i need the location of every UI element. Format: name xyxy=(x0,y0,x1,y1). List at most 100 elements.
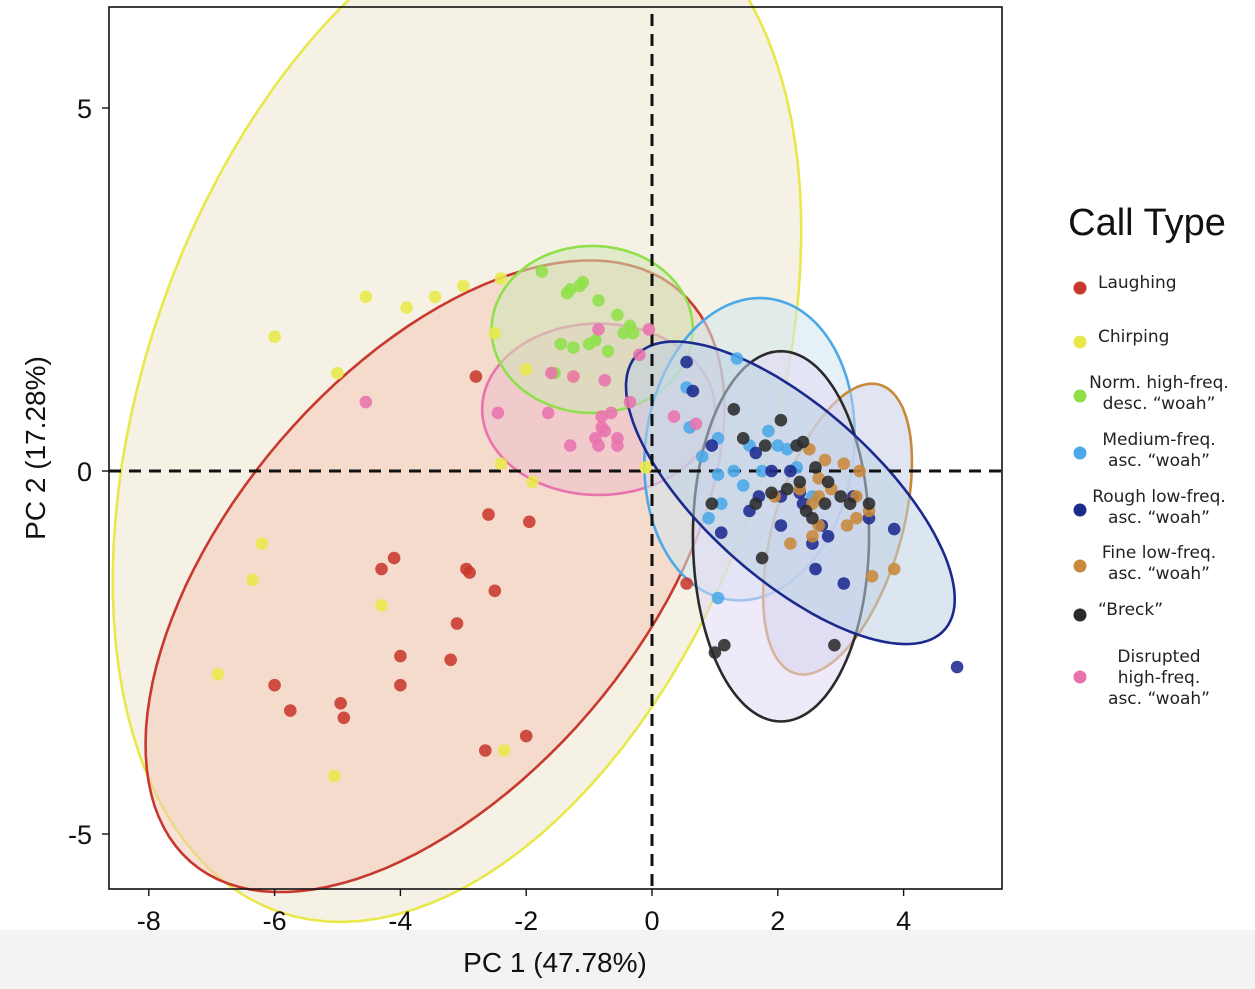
legend-label-breck: “Breck” xyxy=(1098,600,1163,620)
legend-label-disrupted-high-freq-asc-woah: Disrupted high-freq. asc. “woah” xyxy=(1108,647,1210,709)
point-disrupted-high-freq-asc-woah xyxy=(642,323,656,336)
point-disrupted-high-freq-asc-woah xyxy=(667,410,681,423)
point-disrupted-high-freq-asc-woah xyxy=(611,439,624,452)
point-laughing xyxy=(482,508,495,521)
point-disrupted-high-freq-asc-woah xyxy=(595,421,608,434)
point-chirping xyxy=(328,769,341,783)
point-breck xyxy=(755,551,769,565)
point-chirping xyxy=(375,599,388,612)
point-fine-low-freq-asc-woah xyxy=(853,464,866,478)
point-disrupted-high-freq-asc-woah xyxy=(359,395,373,409)
point-laughing xyxy=(394,649,407,663)
legend-label-rough-low-freq-asc-woah: Rough low-freq. asc. “woah” xyxy=(1092,487,1226,528)
point-laughing xyxy=(463,566,476,579)
point-breck xyxy=(818,497,832,511)
point-disrupted-high-freq-asc-woah xyxy=(592,323,605,336)
point-fine-low-freq-asc-woah xyxy=(784,537,797,550)
point-breck xyxy=(828,638,841,652)
point-rough-low-freq-asc-woah xyxy=(774,519,788,532)
plot-frame xyxy=(108,6,1003,890)
point-rough-low-freq-asc-woah xyxy=(680,355,693,369)
point-breck xyxy=(780,482,794,496)
point-breck xyxy=(862,497,876,511)
point-breck xyxy=(809,461,822,474)
point-medium-freq-asc-woah xyxy=(755,464,769,478)
point-disrupted-high-freq-asc-woah xyxy=(563,439,577,452)
point-medium-freq-asc-woah xyxy=(711,591,725,605)
point-disrupted-high-freq-asc-woah xyxy=(491,406,505,420)
point-breck xyxy=(796,435,810,449)
point-breck xyxy=(736,432,750,445)
point-laughing xyxy=(519,729,533,743)
legend: Call Type Laughing Chirping Norm. high-fre… xyxy=(1068,202,1229,709)
point-medium-freq-asc-woah xyxy=(762,424,775,438)
point-chirping xyxy=(488,326,502,340)
point-chirping xyxy=(494,272,508,285)
point-norm-high-freq-desc-woah xyxy=(592,294,605,307)
point-laughing xyxy=(284,704,297,717)
y-axis-ticks: 5 0 -5 xyxy=(68,94,109,850)
point-chirping xyxy=(497,744,511,757)
point-chirping xyxy=(457,279,470,293)
point-breck xyxy=(806,511,819,525)
point-laughing xyxy=(387,551,401,565)
point-chirping xyxy=(211,668,225,681)
data-points xyxy=(211,265,964,783)
point-laughing xyxy=(268,678,281,692)
point-medium-freq-asc-woah xyxy=(711,468,725,481)
legend-swatch-breck xyxy=(1073,608,1087,622)
legend-swatch-medium-freq-asc-woah xyxy=(1073,446,1087,460)
point-breck xyxy=(793,475,807,489)
point-laughing xyxy=(450,617,464,630)
point-disrupted-high-freq-asc-woah xyxy=(541,406,555,420)
y-tick-label: -5 xyxy=(68,820,92,850)
point-chirping xyxy=(359,290,373,304)
point-disrupted-high-freq-asc-woah xyxy=(545,366,558,380)
point-chirping xyxy=(255,537,269,550)
point-breck xyxy=(727,403,741,416)
point-norm-high-freq-desc-woah xyxy=(560,286,574,300)
legend-label-chirping: Chirping xyxy=(1098,327,1169,347)
point-medium-freq-asc-woah xyxy=(736,479,750,492)
point-laughing xyxy=(394,678,407,692)
legend-label-laughing: Laughing xyxy=(1098,273,1177,293)
point-breck xyxy=(708,646,722,659)
point-rough-low-freq-asc-woah xyxy=(749,446,763,460)
point-chirping xyxy=(246,573,259,587)
point-medium-freq-asc-woah xyxy=(714,497,728,511)
point-chirping xyxy=(494,457,508,471)
point-rough-low-freq-asc-woah xyxy=(705,439,719,452)
x-axis-band xyxy=(0,930,1255,989)
point-laughing xyxy=(444,653,458,667)
point-rough-low-freq-asc-woah xyxy=(950,660,964,674)
point-breck xyxy=(718,638,731,652)
point-chirping xyxy=(268,330,281,344)
point-laughing xyxy=(523,515,536,529)
point-breck xyxy=(774,413,788,427)
point-medium-freq-asc-woah xyxy=(727,464,741,478)
point-laughing xyxy=(337,711,351,725)
x-axis-title: PC 1 (47.78%) xyxy=(463,947,647,978)
point-fine-low-freq-asc-woah xyxy=(818,453,832,467)
point-norm-high-freq-desc-woah xyxy=(554,337,568,351)
y-tick-label: 5 xyxy=(77,94,92,124)
point-disrupted-high-freq-asc-woah xyxy=(589,432,602,445)
point-disrupted-high-freq-asc-woah xyxy=(595,410,608,423)
point-norm-high-freq-desc-woah xyxy=(535,265,549,278)
point-medium-freq-asc-woah xyxy=(730,352,744,365)
point-disrupted-high-freq-asc-woah xyxy=(598,374,612,387)
point-rough-low-freq-asc-woah xyxy=(837,577,851,590)
point-breck xyxy=(758,439,772,452)
point-rough-low-freq-asc-woah xyxy=(765,464,778,478)
point-fine-low-freq-asc-woah xyxy=(850,511,863,525)
point-chirping xyxy=(519,363,533,376)
x-tick-label: 0 xyxy=(644,906,659,936)
point-disrupted-high-freq-asc-woah xyxy=(623,395,637,409)
point-breck xyxy=(765,486,778,500)
point-fine-low-freq-asc-woah xyxy=(806,530,819,543)
point-chirping xyxy=(400,301,414,314)
point-norm-high-freq-desc-woah xyxy=(611,308,624,322)
point-chirping xyxy=(428,290,442,304)
reference-lines xyxy=(109,14,1002,889)
point-laughing xyxy=(334,697,347,710)
